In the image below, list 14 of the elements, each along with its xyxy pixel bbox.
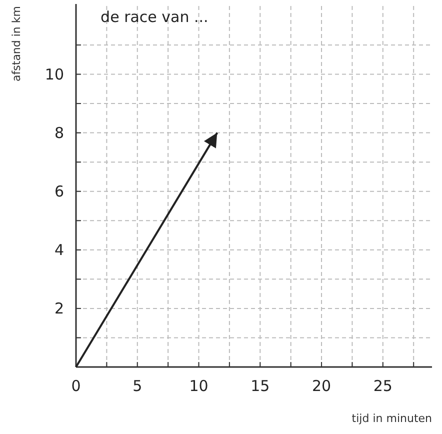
x-tick-label: 20 xyxy=(312,377,332,395)
y-tick-label: 6 xyxy=(54,182,64,201)
y-tick-label: 8 xyxy=(54,124,64,142)
x-tick-label: 5 xyxy=(132,377,142,395)
y-tick-label: 2 xyxy=(54,300,64,318)
y-tick-label: 10 xyxy=(44,66,64,84)
x-tick-label: 15 xyxy=(250,377,270,395)
x-tick-label: 0 xyxy=(71,377,81,395)
x-tick-label: 25 xyxy=(373,377,392,395)
y-axis-title: afstand in km xyxy=(10,6,23,82)
chart-title: de race van ... xyxy=(100,8,208,26)
y-tick-label: 4 xyxy=(54,241,64,260)
x-tick-label: 10 xyxy=(189,377,208,395)
x-axis-title: tijd in minuten xyxy=(352,412,432,425)
